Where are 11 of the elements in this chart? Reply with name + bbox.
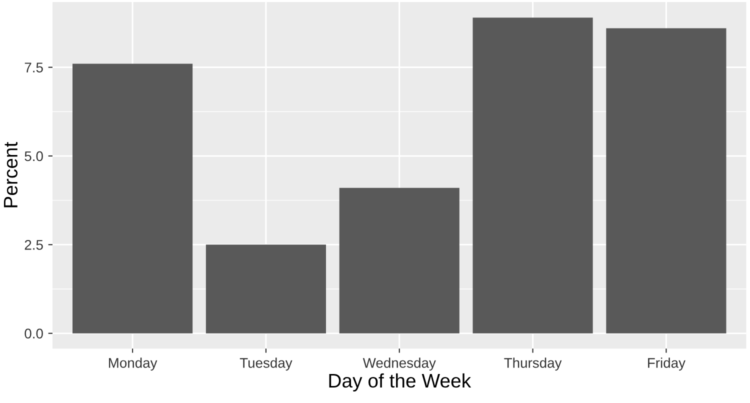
x-tick-label: Monday <box>108 358 158 371</box>
y-tick-label: 5.0 <box>24 151 43 162</box>
x-tick-label: Friday <box>648 358 686 371</box>
y-tick-label: 2.5 <box>24 240 43 250</box>
x-tick-label: Tuesday <box>240 358 292 371</box>
y-tick-label: 0.0 <box>24 328 43 339</box>
x-tick-label: Thursday <box>504 358 562 371</box>
x-tick-label: Wednesday <box>362 358 436 371</box>
y-axis-title: Percent <box>4 142 18 208</box>
x-axis-title: Day of the Week <box>329 373 472 392</box>
y-tick-label: 7.5 <box>24 62 43 72</box>
